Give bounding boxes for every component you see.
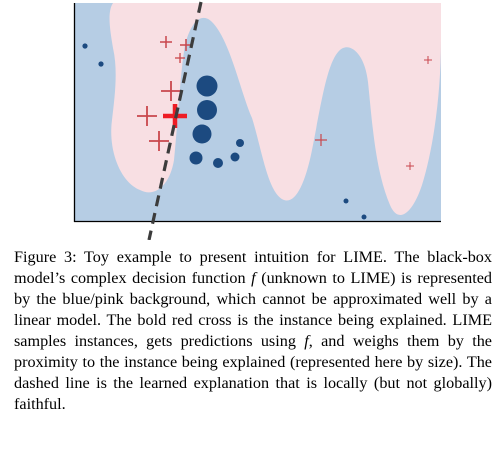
figure-illustration [0,0,504,240]
blue-point [82,43,87,48]
function-symbol: f [251,269,256,287]
blue-point [190,152,203,165]
blue-point [231,153,240,162]
blue-point [236,139,244,147]
caption-label: Figure 3: [14,248,77,266]
pink-region [110,3,441,215]
blue-point [344,199,349,204]
blue-point [98,61,103,66]
blue-point [213,158,223,168]
blue-point [197,76,218,97]
blue-point [197,100,217,120]
figure-caption: Figure 3: Toy example to present intuiti… [14,247,492,415]
blue-point [193,125,212,144]
blue-point [362,215,367,220]
